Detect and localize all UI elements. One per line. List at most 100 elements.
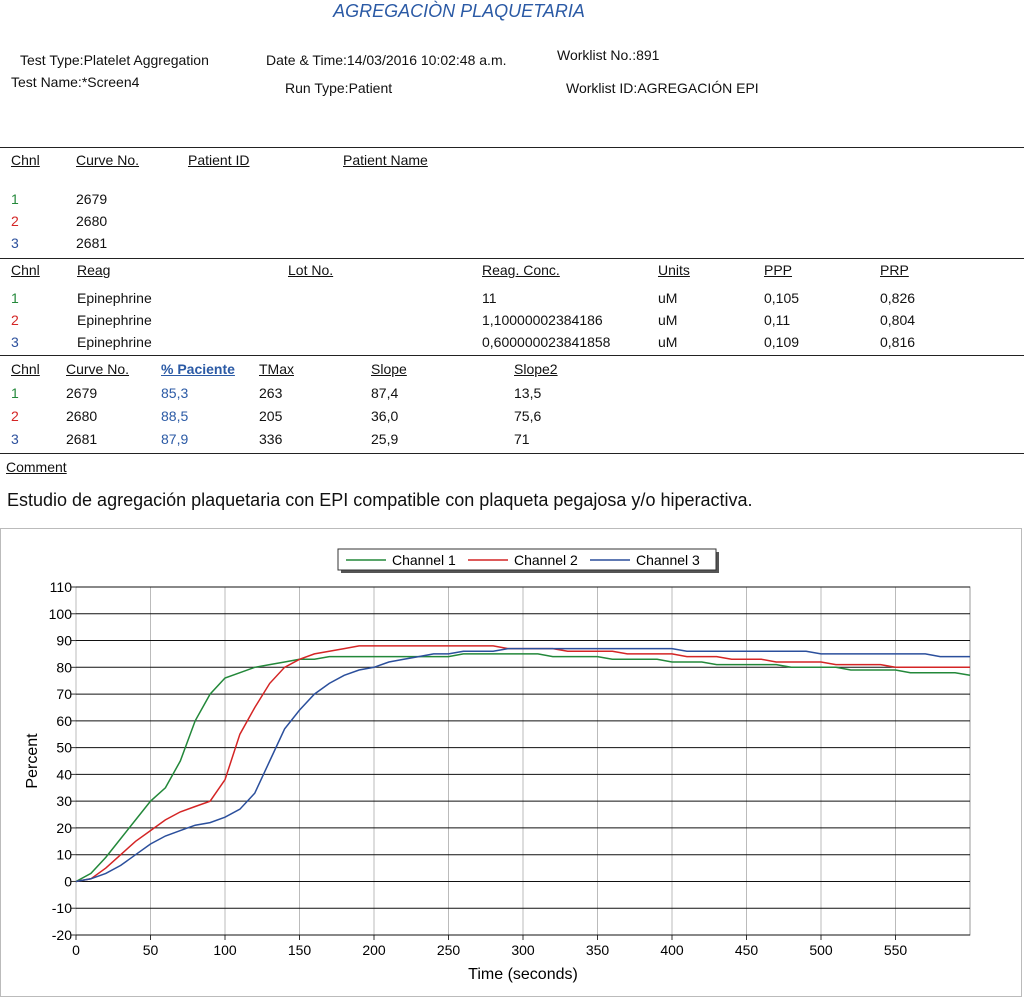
x-tick-label: 150 bbox=[288, 942, 312, 958]
table-cell: 75,6 bbox=[514, 408, 542, 424]
table-cell: 2 bbox=[11, 312, 19, 328]
field-label: Worklist ID: bbox=[566, 80, 638, 96]
table-cell: 0,804 bbox=[880, 312, 916, 328]
field-label: Test Type: bbox=[20, 52, 84, 68]
table-cell: 336 bbox=[259, 431, 283, 447]
field: Worklist No.:891 bbox=[557, 46, 659, 64]
table-cell: 0,826 bbox=[880, 290, 916, 306]
table-cell: Epinephrine bbox=[77, 312, 152, 328]
divider bbox=[0, 453, 1024, 454]
x-tick-label: 0 bbox=[72, 942, 80, 958]
x-tick-label: 500 bbox=[809, 942, 833, 958]
table-header: Lot No. bbox=[288, 262, 334, 278]
x-tick-label: 450 bbox=[735, 942, 759, 958]
table-cell: 3 bbox=[11, 235, 19, 251]
divider bbox=[0, 355, 1024, 356]
field-label: Date & Time: bbox=[266, 52, 347, 68]
table-cell: 3 bbox=[11, 334, 19, 350]
field: Date & Time:14/03/2016 10:02:48 a.m. bbox=[266, 51, 507, 69]
table-cell: uM bbox=[658, 312, 678, 328]
table-cell: Epinephrine bbox=[77, 290, 152, 306]
field-value: Patient bbox=[348, 80, 393, 96]
legend-box bbox=[337, 548, 717, 571]
x-tick-label: 200 bbox=[362, 942, 386, 958]
y-tick-label: 30 bbox=[56, 793, 72, 809]
table-cell: 0,600000023841858 bbox=[482, 334, 611, 350]
field-value: Platelet Aggregation bbox=[83, 52, 209, 68]
table-header: Chnl bbox=[11, 262, 40, 278]
table-cell: 2680 bbox=[66, 408, 98, 424]
comment-label: Comment bbox=[6, 459, 67, 475]
table-header: PPP bbox=[764, 262, 793, 278]
table-header: Curve No. bbox=[66, 361, 130, 377]
table-header: Patient ID bbox=[188, 152, 250, 168]
table-cell: 205 bbox=[259, 408, 283, 424]
field: Run Type:Patient bbox=[285, 79, 392, 97]
table-header: Reag bbox=[77, 262, 111, 278]
table-cell: 13,5 bbox=[514, 385, 542, 401]
divider bbox=[0, 258, 1024, 259]
y-tick-label: 70 bbox=[56, 686, 72, 702]
x-axis-title: Time (seconds) bbox=[468, 966, 578, 983]
table-header: % Paciente bbox=[161, 361, 235, 377]
x-tick-label: 300 bbox=[511, 942, 535, 958]
table-cell: 263 bbox=[259, 385, 283, 401]
divider bbox=[0, 147, 1024, 148]
y-tick-label: 60 bbox=[56, 713, 72, 729]
table-cell: 36,0 bbox=[371, 408, 399, 424]
table-header: TMax bbox=[259, 361, 294, 377]
legend-label: Channel 3 bbox=[636, 552, 700, 568]
table-header: Slope2 bbox=[514, 361, 558, 377]
x-tick-label: 550 bbox=[884, 942, 908, 958]
table-cell: 2 bbox=[11, 408, 19, 424]
table-cell: 3 bbox=[11, 431, 19, 447]
table-cell: 0,816 bbox=[880, 334, 916, 350]
field: Worklist ID:AGREGACIÓN EPI bbox=[566, 79, 759, 97]
field-value: 891 bbox=[636, 47, 660, 63]
table-header: Chnl bbox=[11, 152, 40, 168]
field-label: Worklist No.: bbox=[557, 47, 637, 63]
y-tick-label: 20 bbox=[56, 820, 72, 836]
y-tick-label: 100 bbox=[49, 606, 73, 622]
x-tick-label: 350 bbox=[586, 942, 610, 958]
table-header: Curve No. bbox=[76, 152, 140, 168]
y-tick-label: -10 bbox=[52, 900, 72, 916]
field: Test Name:*Screen4 bbox=[11, 73, 139, 91]
table-cell: 2681 bbox=[76, 235, 108, 251]
table-cell: 1,10000002384186 bbox=[482, 312, 603, 328]
field-label: Run Type: bbox=[285, 80, 349, 96]
table-cell: 1 bbox=[11, 385, 19, 401]
table-cell: 85,3 bbox=[161, 385, 189, 401]
x-tick-label: 400 bbox=[660, 942, 684, 958]
y-tick-label: -20 bbox=[52, 927, 72, 943]
comment-text: Estudio de agregación plaquetaria con EP… bbox=[7, 490, 753, 510]
x-tick-label: 100 bbox=[213, 942, 237, 958]
series-line bbox=[75, 653, 971, 883]
y-tick-label: 0 bbox=[64, 873, 72, 889]
field-value: 14/03/2016 10:02:48 a.m. bbox=[346, 52, 507, 68]
table-cell: 25,9 bbox=[371, 431, 399, 447]
table-header: Slope bbox=[371, 361, 407, 377]
y-axis-title: Percent bbox=[24, 733, 41, 789]
series-line bbox=[75, 647, 970, 883]
table-cell: 0,11 bbox=[764, 312, 791, 328]
table-header: Units bbox=[658, 262, 690, 278]
table-cell: 2680 bbox=[76, 213, 108, 229]
table-header: Chnl bbox=[11, 361, 40, 377]
table-cell: Epinephrine bbox=[77, 334, 152, 350]
legend-label: Channel 2 bbox=[514, 552, 578, 568]
y-tick-label: 10 bbox=[56, 847, 72, 863]
table-cell: 2679 bbox=[76, 191, 108, 207]
y-tick-label: 40 bbox=[56, 766, 72, 782]
table-cell: 2681 bbox=[66, 431, 98, 447]
legend-label: Channel 1 bbox=[392, 552, 456, 568]
table-cell: 88,5 bbox=[161, 408, 189, 424]
table-header: Patient Name bbox=[343, 152, 428, 168]
x-tick-label: 250 bbox=[437, 942, 461, 958]
table-cell: 11 bbox=[482, 290, 497, 306]
table-cell: 87,9 bbox=[161, 431, 189, 447]
table-cell: 2 bbox=[11, 213, 19, 229]
chart: 0 50 100 150 200 250 300 350 400 450 500 550 -20 -10 0… bbox=[0, 528, 1022, 997]
table-cell: uM bbox=[658, 334, 678, 350]
